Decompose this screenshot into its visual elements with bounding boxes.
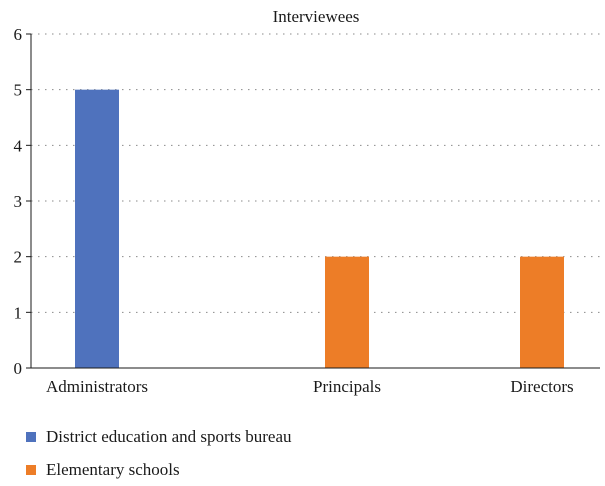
chart-title: Interviewees xyxy=(273,7,360,26)
legend-swatch xyxy=(26,464,36,475)
tick-labels: 0 1 2 3 4 5 6 Administrators Principals Directors xyxy=(14,25,574,396)
bar-principals xyxy=(325,256,369,368)
y-tick-label: 1 xyxy=(14,303,23,322)
y-tick-label: 6 xyxy=(14,25,23,44)
legend-label: District education and sports bureau xyxy=(46,426,292,446)
legend-item-elementary: Elementary schools xyxy=(26,453,292,486)
y-tick-label: 3 xyxy=(14,192,23,211)
y-tick-label: 2 xyxy=(14,248,23,267)
legend-item-bureau: District education and sports bureau xyxy=(26,420,292,453)
y-tick-label: 5 xyxy=(14,81,23,100)
y-tick-label: 0 xyxy=(14,359,23,378)
legend-label: Elementary schools xyxy=(46,459,180,479)
legend-swatch xyxy=(26,431,36,442)
bar-administrators xyxy=(75,89,119,369)
axes xyxy=(26,33,600,369)
x-tick-label: Administrators xyxy=(46,377,148,396)
y-tick-label: 4 xyxy=(14,136,23,155)
x-tick-label: Directors xyxy=(510,377,573,396)
bar-directors xyxy=(520,256,564,368)
bars xyxy=(75,89,564,369)
x-tick-label: Principals xyxy=(313,377,381,396)
chart-canvas: Interviewees 0 1 2 3 4 5 6 Administrators Princi… xyxy=(14,7,600,396)
legend: District education and sports bureau Ele… xyxy=(26,420,292,486)
